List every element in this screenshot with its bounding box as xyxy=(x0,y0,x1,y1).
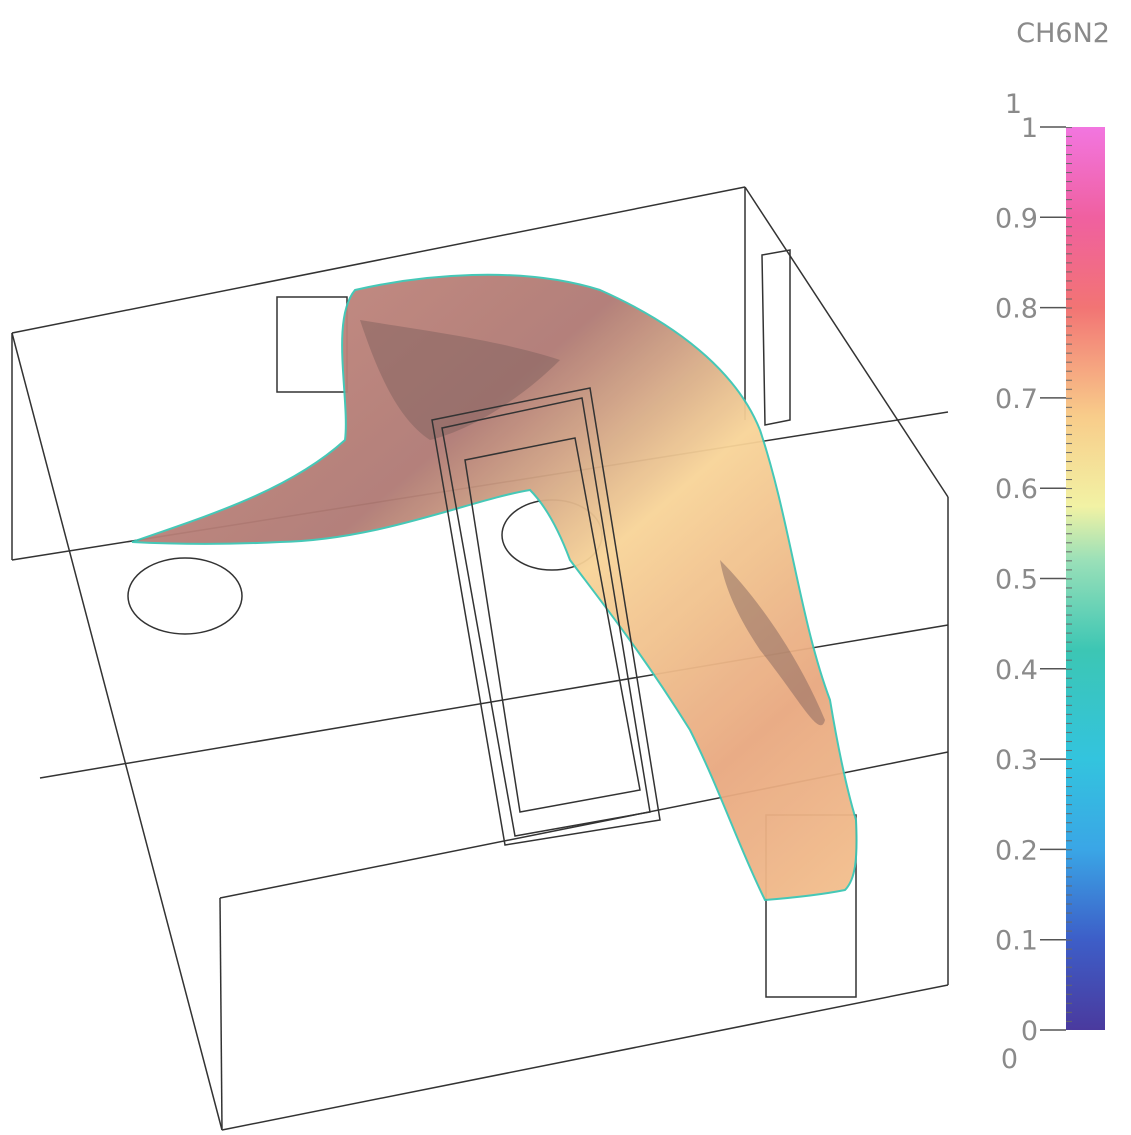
tick-label: 0 xyxy=(1021,1016,1038,1047)
tick-label: 0.8 xyxy=(995,294,1038,325)
pillar xyxy=(431,387,661,846)
tick-label: 0.3 xyxy=(995,745,1038,776)
tick-label: 0.5 xyxy=(995,565,1038,596)
range-min-label: 0 xyxy=(1001,1044,1018,1075)
tick-label: 0.6 xyxy=(995,474,1038,505)
plume xyxy=(131,273,858,902)
tick-label: 0.7 xyxy=(995,384,1038,415)
colorbar-title: CH6N2 xyxy=(1016,18,1110,49)
range-max-label: 1 xyxy=(1005,89,1022,120)
tick-label: 0.9 xyxy=(995,203,1038,234)
tick-label: 0.4 xyxy=(995,655,1038,686)
tick-label: 0.2 xyxy=(995,835,1038,866)
colorbar-minor-ticks xyxy=(1066,127,1072,1030)
wireframe xyxy=(11,186,949,1131)
colorbar xyxy=(1066,127,1105,1030)
tick-label: 0.1 xyxy=(995,926,1038,957)
tick-label: 1 xyxy=(1021,113,1038,144)
